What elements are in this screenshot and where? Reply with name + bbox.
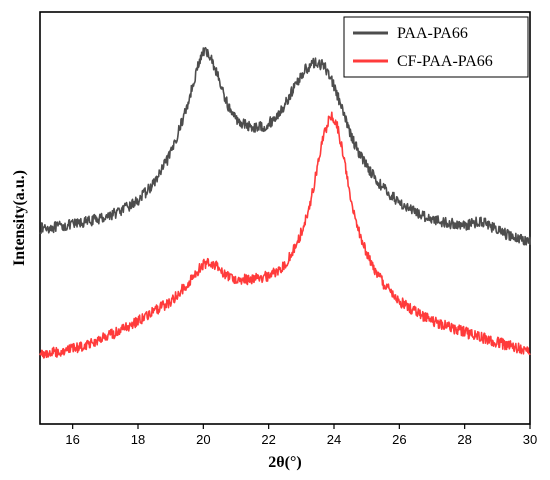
x-tick-label: 22 (261, 432, 275, 447)
x-tick-label: 26 (392, 432, 406, 447)
legend: PAA-PA66 CF-PAA-PA66 (343, 16, 529, 78)
x-axis-title: 2θ(°) (268, 454, 301, 471)
x-tick-label: 16 (65, 432, 79, 447)
legend-box (343, 16, 529, 78)
series-line-1 (39, 46, 531, 246)
x-tick-label: 30 (523, 432, 537, 447)
x-tick-label: 24 (327, 432, 341, 447)
plot-frame (39, 11, 531, 425)
series-layer (39, 46, 531, 359)
legend-label-series-2: CF-PAA-PA66 (397, 53, 493, 70)
x-axis: 16 18 20 22 24 26 28 30 (65, 424, 537, 447)
legend-label-series-1: PAA-PA66 (397, 25, 468, 42)
x-tick-label: 28 (457, 432, 471, 447)
x-tick-label: 18 (131, 432, 145, 447)
y-axis-title: Intensity(a.u.) (11, 170, 28, 266)
x-tick-label: 20 (196, 432, 210, 447)
series-line-2 (39, 111, 531, 359)
